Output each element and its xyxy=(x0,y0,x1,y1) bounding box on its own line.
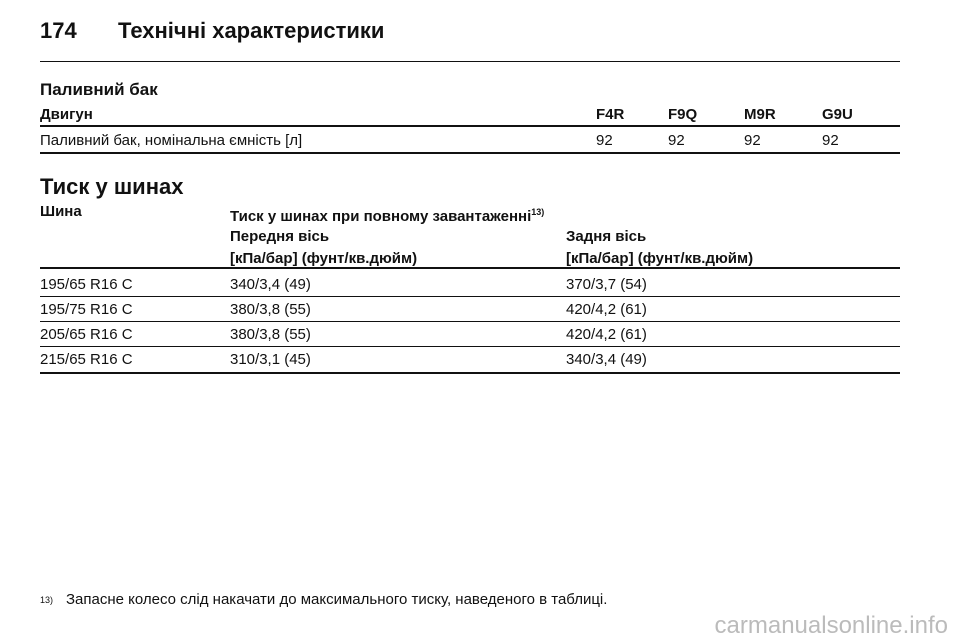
table-cell: 195/75 R16 C xyxy=(40,301,133,318)
table-cell: 380/3,8 (55) xyxy=(230,301,311,318)
section-title: Паливний бак xyxy=(40,80,158,99)
column-header: M9R xyxy=(744,106,776,123)
table-cell: 92 xyxy=(822,132,839,149)
unit-label: [кПа/бар] (фунт/кв.дюйм) xyxy=(230,250,418,267)
table-cell: 92 xyxy=(744,132,761,149)
sub-column-header: Передня вісь xyxy=(230,228,330,245)
table-rule xyxy=(40,321,900,322)
table-cell: 340/3,4 (49) xyxy=(566,351,647,368)
table-cell: 420/4,2 (61) xyxy=(566,326,647,343)
table-cell: 340/3,4 (49) xyxy=(230,276,311,293)
footnote-text: Запасне колесо слід накачати до максимал… xyxy=(66,591,608,608)
footnote-ref: 13) xyxy=(40,595,54,605)
table-cell: 92 xyxy=(668,132,685,149)
table-cell: 310/3,1 (45) xyxy=(230,351,311,368)
table-rule xyxy=(40,372,900,374)
table-cell: 205/65 R16 C xyxy=(40,326,133,343)
table-cell: 380/3,8 (55) xyxy=(230,326,311,343)
table-cell: Паливний бак, номінальна ємність [л] xyxy=(40,132,303,149)
table-rule xyxy=(40,296,900,297)
column-header: Тиск у шинах при повному завантаженні13) xyxy=(230,203,544,226)
column-header: G9U xyxy=(822,106,853,123)
footnote-ref: 13) xyxy=(531,207,545,217)
table-rule xyxy=(40,152,900,154)
table-cell: 370/3,7 (54) xyxy=(566,276,647,293)
header-rule xyxy=(40,61,900,62)
column-header: F9Q xyxy=(668,106,698,123)
column-header: F4R xyxy=(596,106,625,123)
section-title: Тиск у шинах xyxy=(40,174,184,199)
table-cell: 420/4,2 (61) xyxy=(566,301,647,318)
sub-column-header: Задня вісь xyxy=(566,228,647,245)
column-header: Шина xyxy=(40,203,82,220)
unit-label: [кПа/бар] (фунт/кв.дюйм) xyxy=(566,250,754,267)
watermark: carmanualsonline.info xyxy=(714,612,948,639)
page-number: 174 xyxy=(40,18,77,43)
page-title: Технічні характеристики xyxy=(118,18,385,43)
table-cell: 195/65 R16 C xyxy=(40,276,133,293)
table-rule xyxy=(40,346,900,347)
table-cell: 215/65 R16 C xyxy=(40,351,133,368)
table-rule xyxy=(40,267,900,269)
table-cell: 92 xyxy=(596,132,613,149)
column-header: Двигун xyxy=(40,106,93,123)
column-group: Тиск у шинах при повному завантаженні xyxy=(230,208,532,225)
table-rule xyxy=(40,125,900,127)
